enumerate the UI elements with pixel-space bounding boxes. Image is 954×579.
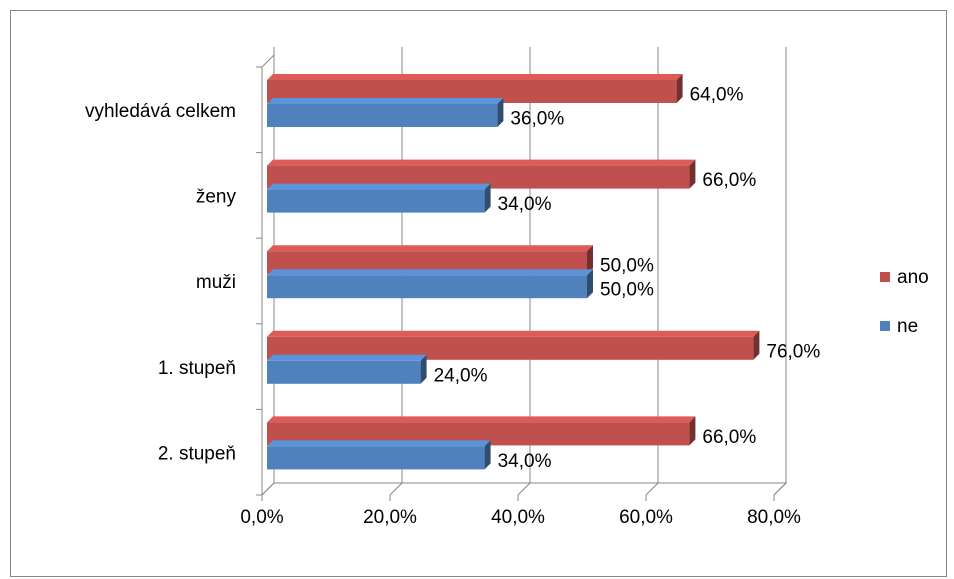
bar-side <box>753 330 760 360</box>
value-label: 36,0% <box>510 109 564 130</box>
grid-line <box>645 47 659 496</box>
bar-top <box>267 183 491 190</box>
bar-front <box>267 80 677 103</box>
bar-side <box>676 74 683 103</box>
category-label: 1. stupeň <box>158 358 236 379</box>
bar-front <box>267 360 421 384</box>
bar <box>267 159 696 189</box>
category-label: vyhledává celkem <box>85 101 236 122</box>
value-label: 50,0% <box>600 280 654 301</box>
bar-side <box>497 98 504 127</box>
bar-front <box>267 275 587 299</box>
bar <box>267 74 683 103</box>
grid-line <box>773 47 787 496</box>
legend-label: ano <box>897 267 929 288</box>
value-label: 66,0% <box>702 170 756 191</box>
bar-side <box>420 354 427 384</box>
bar-front <box>267 104 498 127</box>
value-label: 76,0% <box>766 341 820 362</box>
bar <box>267 98 504 127</box>
value-label: 34,0% <box>498 194 552 215</box>
bar-side <box>484 440 491 470</box>
bar-side <box>587 245 593 275</box>
x-tick-label: 80,0% <box>747 507 801 528</box>
bar-top <box>267 159 696 166</box>
bar-top <box>267 245 593 252</box>
value-label: 34,0% <box>498 451 552 472</box>
bar-side <box>587 269 593 299</box>
category-label: ženy <box>196 187 237 208</box>
bar <box>267 245 593 275</box>
bar <box>267 269 593 299</box>
bar-front <box>267 165 690 189</box>
legend-swatch <box>880 321 890 331</box>
bar-front <box>267 336 754 360</box>
bar-front <box>267 189 485 213</box>
value-label: 24,0% <box>434 365 488 386</box>
x-tick-label: 60,0% <box>619 507 673 528</box>
bar-side <box>689 159 696 189</box>
bar-top <box>267 330 760 337</box>
legend-label: ne <box>897 316 918 337</box>
bar <box>267 330 760 360</box>
bar-top <box>267 74 683 80</box>
bar <box>267 183 491 213</box>
bar <box>267 354 427 384</box>
value-label: 64,0% <box>690 85 744 106</box>
bar-side <box>689 416 696 446</box>
bar-top <box>267 416 696 423</box>
bar-top <box>267 269 593 276</box>
bar <box>267 416 696 446</box>
bar-top <box>267 98 504 104</box>
legend-swatch <box>880 272 890 282</box>
y-axis-top <box>261 54 275 68</box>
bar-front <box>267 422 690 446</box>
bar <box>267 440 491 470</box>
grid-line <box>517 47 531 496</box>
category-label: 2. stupeň <box>158 443 236 464</box>
x-tick-label: 0,0% <box>240 507 283 528</box>
bar-top <box>267 440 491 447</box>
category-label: muži <box>196 272 236 293</box>
bar-front <box>267 446 485 470</box>
bar-front <box>267 251 587 275</box>
bar-side <box>484 183 491 213</box>
value-label: 50,0% <box>600 256 654 277</box>
bar-top <box>267 354 427 361</box>
value-label: 66,0% <box>702 427 756 448</box>
x-tick-label: 20,0% <box>363 507 417 528</box>
x-tick-label: 40,0% <box>491 507 545 528</box>
